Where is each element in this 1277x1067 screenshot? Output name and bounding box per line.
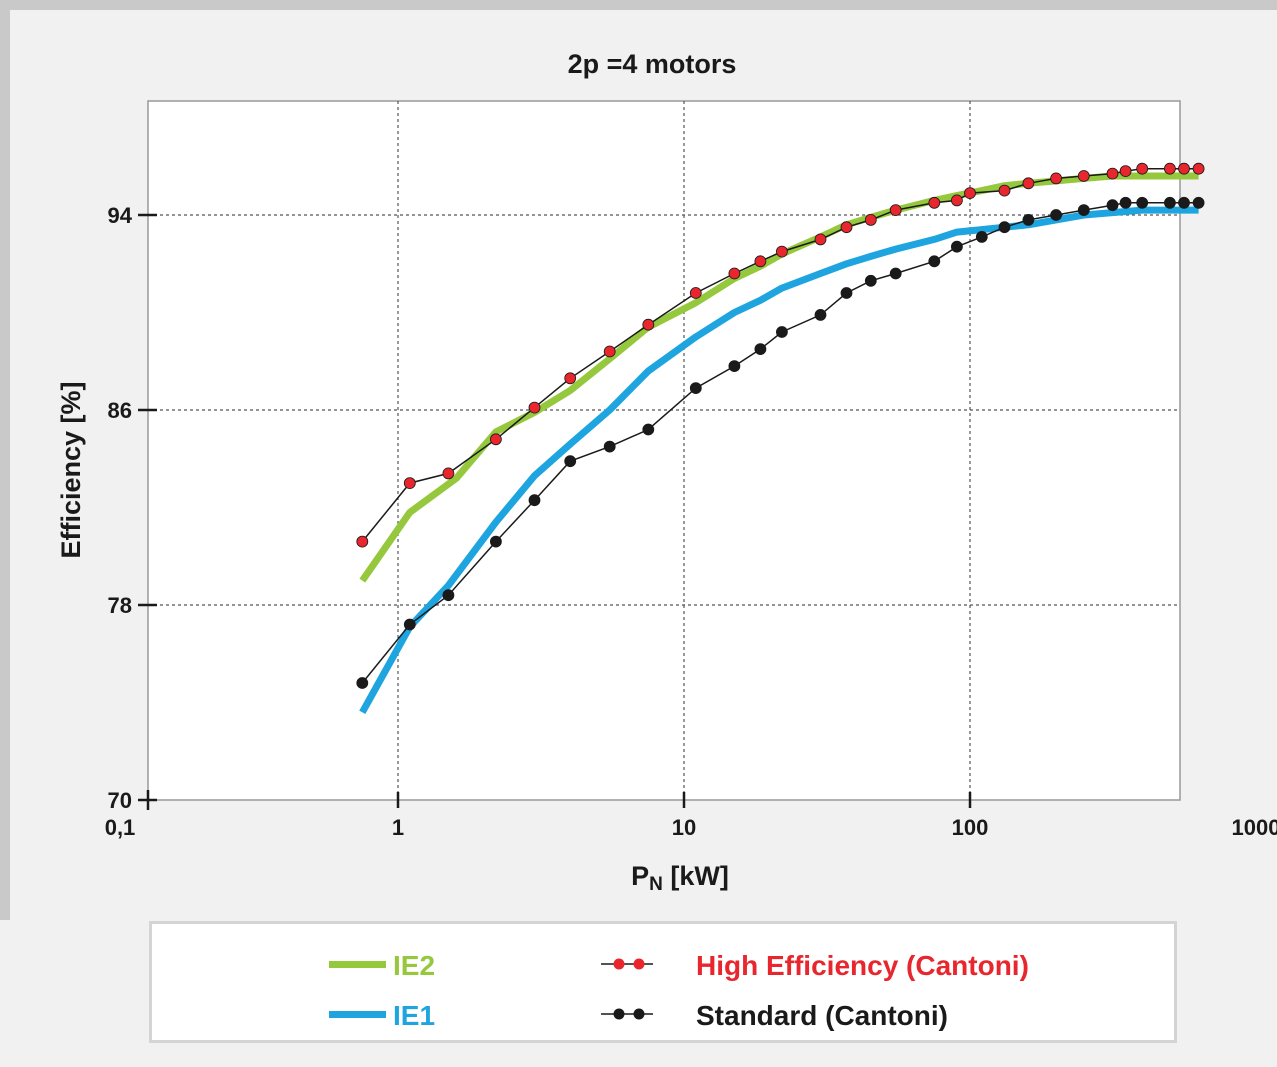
- legend-label-ie1: IE1: [393, 1000, 436, 1031]
- data-point-high-efficiency-cantoni: [1050, 172, 1062, 185]
- data-point-standard-cantoni: [1050, 209, 1062, 221]
- x-axis-label-subscript: N: [649, 874, 663, 895]
- data-point-standard-cantoni: [1192, 196, 1205, 209]
- data-point-high-efficiency-cantoni: [403, 477, 416, 490]
- series-layer: [356, 162, 1205, 715]
- y-tick-label: 94: [108, 203, 133, 228]
- axes: 0,1 1 10 100 1000 70 78 86 94: [105, 203, 1277, 840]
- legend: IE2 IE1 High Efficiency (Cantoni) Standa…: [149, 921, 1177, 1043]
- x-tick-label: 1000: [1232, 815, 1277, 840]
- data-point-high-efficiency-cantoni: [642, 318, 655, 331]
- data-point-standard-cantoni: [728, 360, 741, 373]
- data-point-standard-cantoni: [356, 677, 369, 689]
- y-axis-label: Efficiency [%]: [56, 381, 86, 558]
- data-point-standard-cantoni: [975, 230, 988, 243]
- data-point-high-efficiency-cantoni: [814, 233, 827, 246]
- panel-edge: [0, 920, 10, 1067]
- grid: [148, 101, 1180, 800]
- legend-label-standard: Standard (Cantoni): [696, 1000, 948, 1031]
- data-point-high-efficiency-cantoni: [964, 187, 976, 200]
- x-tick-label: 100: [952, 815, 989, 840]
- data-point-high-efficiency-cantoni: [928, 196, 941, 209]
- data-point-high-efficiency-cantoni: [489, 433, 502, 446]
- data-point-standard-cantoni: [489, 535, 502, 548]
- data-point-high-efficiency-cantoni: [840, 221, 853, 234]
- data-point-high-efficiency-cantoni: [889, 204, 902, 217]
- data-point-standard-cantoni: [689, 382, 702, 395]
- y-tick-label: 78: [108, 593, 132, 618]
- data-point-standard-cantoni: [1164, 196, 1176, 209]
- data-point-high-efficiency-cantoni: [1136, 162, 1149, 175]
- data-point-standard-cantoni: [642, 423, 655, 436]
- data-point-standard-cantoni: [1022, 213, 1035, 226]
- data-point-standard-cantoni: [1178, 196, 1190, 209]
- data-point-standard-cantoni: [1136, 196, 1149, 209]
- chart-title: 2p =4 motors: [568, 49, 737, 79]
- data-point-high-efficiency-cantoni: [776, 245, 788, 258]
- legend-label-high-efficiency: High Efficiency (Cantoni): [696, 950, 1029, 981]
- data-point-high-efficiency-cantoni: [442, 467, 455, 480]
- data-point-standard-cantoni: [1106, 199, 1119, 212]
- data-point-high-efficiency-cantoni: [951, 194, 963, 207]
- data-point-high-efficiency-cantoni: [1192, 162, 1205, 175]
- x-axis-label: PN [kW]: [631, 861, 729, 895]
- data-point-high-efficiency-cantoni: [1178, 162, 1190, 175]
- legend-swatch-ie2: [329, 961, 386, 968]
- data-point-standard-cantoni: [951, 240, 963, 253]
- data-point-high-efficiency-cantoni: [1164, 162, 1176, 175]
- data-point-standard-cantoni: [814, 308, 827, 321]
- data-point-high-efficiency-cantoni: [603, 345, 616, 358]
- data-point-high-efficiency-cantoni: [754, 255, 767, 268]
- data-point-standard-cantoni: [564, 455, 577, 468]
- data-point-high-efficiency-cantoni: [728, 267, 741, 280]
- chart: 2p =4 motors 0,1 1 10 100 1000 70 78 86 94 Effic…: [56, 49, 1277, 895]
- legend-swatch-ie1: [329, 1011, 386, 1018]
- data-point-high-efficiency-cantoni: [1106, 167, 1119, 180]
- data-point-standard-cantoni: [840, 287, 853, 299]
- data-point-standard-cantoni: [1077, 204, 1090, 217]
- y-tick-label: 86: [108, 398, 132, 423]
- data-point-standard-cantoni: [442, 589, 455, 602]
- data-point-standard-cantoni: [928, 255, 941, 268]
- data-point-high-efficiency-cantoni: [1077, 170, 1090, 182]
- data-point-high-efficiency-cantoni: [689, 287, 702, 299]
- data-point-standard-cantoni: [889, 267, 902, 280]
- data-point-standard-cantoni: [998, 221, 1011, 234]
- data-point-standard-cantoni: [864, 274, 877, 287]
- data-point-standard-cantoni: [754, 343, 767, 356]
- legend-swatch-high-efficiency: [601, 958, 653, 970]
- data-point-high-efficiency-cantoni: [356, 535, 369, 548]
- data-point-standard-cantoni: [1119, 196, 1132, 209]
- x-axis-label-unit: [kW]: [663, 861, 729, 891]
- data-point-high-efficiency-cantoni: [528, 401, 541, 414]
- x-axis-label-main: P: [631, 861, 649, 891]
- data-point-high-efficiency-cantoni: [998, 184, 1011, 197]
- y-tick-label: 70: [108, 788, 132, 813]
- legend-label-ie2: IE2: [393, 950, 436, 981]
- data-point-standard-cantoni: [776, 326, 788, 338]
- data-point-standard-cantoni: [403, 618, 416, 631]
- x-tick-label: 1: [392, 815, 404, 840]
- plot-area: [147, 100, 1181, 801]
- data-point-high-efficiency-cantoni: [564, 372, 577, 385]
- data-point-standard-cantoni: [528, 494, 541, 507]
- x-tick-label: 10: [672, 815, 696, 840]
- data-point-high-efficiency-cantoni: [864, 213, 877, 226]
- series-line-ie1: [359, 206, 1199, 715]
- legend-swatch-standard: [601, 1008, 653, 1020]
- data-point-high-efficiency-cantoni: [1119, 165, 1132, 178]
- x-tick-label: 0,1: [105, 815, 136, 840]
- data-point-standard-cantoni: [603, 440, 616, 453]
- data-point-high-efficiency-cantoni: [1022, 177, 1035, 190]
